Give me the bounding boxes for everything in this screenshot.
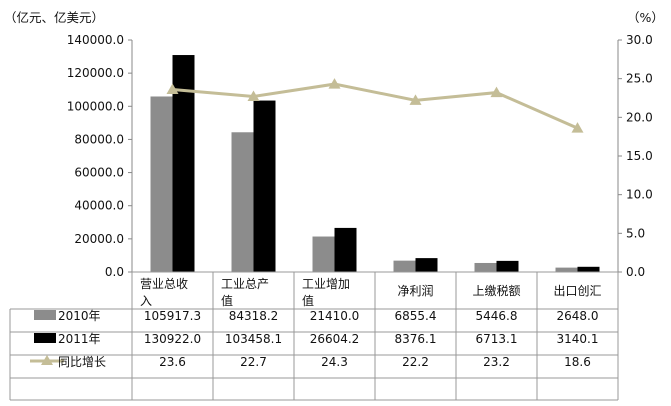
bar-2010年-1 [231, 132, 254, 272]
left-axis-tick-label: 120000.0 [67, 66, 124, 80]
bar-2010年-3 [393, 260, 416, 272]
growth-marker-0 [166, 83, 179, 94]
data-label: 23.2 [483, 355, 510, 369]
category-label: 入 [140, 294, 152, 308]
category-label: 值 [302, 293, 314, 308]
right-axis-tick-label: 0.0 [626, 265, 645, 279]
left-axis-tick-label: 140000.0 [67, 33, 124, 47]
data-label: 26604.2 [310, 332, 360, 346]
bar-2011年-2 [334, 227, 357, 272]
bar-2010年-5 [555, 267, 578, 272]
category-label: 工业总产 [221, 277, 269, 291]
left-axis-tick-label: 20000.0 [74, 232, 124, 246]
data-label: 18.6 [564, 355, 591, 369]
category-label: 上缴税额 [472, 283, 520, 298]
legend-series-name: 同比增长 [58, 355, 106, 369]
data-label: 130922.0 [144, 332, 201, 346]
right-axis-tick-label: 5.0 [626, 226, 645, 240]
growth-marker-3 [409, 94, 422, 105]
bar-2011年-0 [172, 55, 195, 272]
left-axis-tick-label: 60000.0 [74, 166, 124, 180]
right-axis-unit-label: （%） [627, 10, 664, 25]
data-label: 21410.0 [310, 309, 360, 323]
data-label: 6855.4 [395, 309, 437, 323]
category-label: 净利润 [397, 284, 433, 298]
category-label: 值 [221, 293, 233, 308]
legend-swatch-2010年 [34, 310, 56, 320]
legend-marker-swatch [41, 355, 53, 365]
data-label: 84318.2 [229, 309, 279, 323]
growth-line [172, 82, 579, 130]
right-axis-tick-label: 30.0 [626, 33, 653, 47]
bar-2011年-5 [577, 266, 600, 272]
bar-2010年-2 [312, 236, 335, 272]
left-axis-tick-label: 80000.0 [74, 132, 124, 146]
bar-2010年-0 [150, 96, 173, 272]
data-label: 22.7 [240, 355, 267, 369]
legend-series-name: 2010年 [58, 309, 101, 323]
left-axis-unit-label: （亿元、亿美元） [4, 10, 104, 25]
growth-marker-1 [247, 90, 260, 101]
growth-marker-2 [328, 78, 341, 89]
growth-marker-5 [571, 122, 584, 133]
data-label: 3140.1 [557, 332, 599, 346]
right-axis-tick-label: 25.0 [626, 72, 653, 86]
category-label: 出口创汇 [553, 284, 601, 298]
data-label: 8376.1 [395, 332, 437, 346]
category-label: 营业总收 [140, 277, 188, 291]
right-axis-tick-label: 10.0 [626, 188, 653, 202]
left-axis-tick-label: 100000.0 [67, 99, 124, 113]
data-label: 23.6 [159, 355, 186, 369]
category-label: 工业增加 [302, 277, 350, 291]
bar-2011年-3 [415, 258, 438, 272]
legend-series-name: 2011年 [58, 332, 101, 346]
data-label: 103458.1 [225, 332, 282, 346]
right-axis-tick-label: 20.0 [626, 110, 653, 124]
bar-2011年-4 [496, 260, 519, 272]
data-label: 5446.8 [476, 309, 518, 323]
data-label: 2648.0 [557, 309, 599, 323]
data-label: 22.2 [402, 355, 429, 369]
bar-2011年-1 [253, 100, 276, 272]
growth-marker-4 [490, 86, 503, 98]
data-label: 6713.1 [476, 332, 518, 346]
bar-2010年-4 [474, 262, 497, 272]
left-axis-tick-label: 0.0 [105, 265, 124, 279]
legend-swatch-2011年 [34, 333, 56, 343]
right-axis-tick-label: 15.0 [626, 149, 653, 163]
data-label: 105917.3 [144, 309, 201, 323]
data-label: 24.3 [321, 355, 348, 369]
left-axis-tick-label: 40000.0 [74, 199, 124, 213]
